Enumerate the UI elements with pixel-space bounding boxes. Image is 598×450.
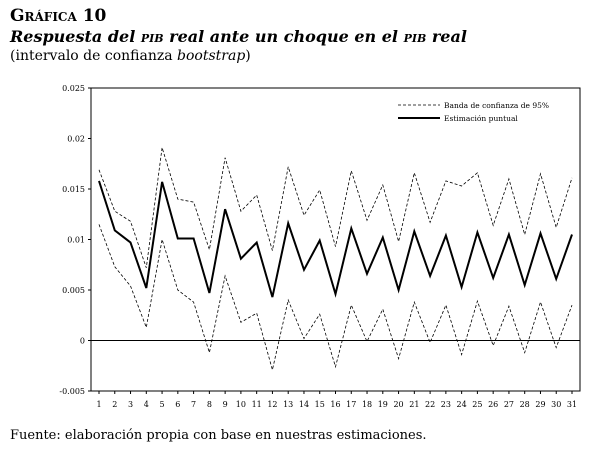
x-tick-label: 3 <box>128 400 133 409</box>
chart-heading: Gráfica 10 Respuesta del pib real ante u… <box>10 6 467 66</box>
x-tick-label: 6 <box>175 400 180 409</box>
x-tick-label: 12 <box>267 400 277 409</box>
y-tick-label: 0.02 <box>67 135 85 144</box>
x-tick-label: 4 <box>144 400 149 409</box>
title-part-acronym: pib <box>140 27 164 46</box>
band-lower-line <box>98 224 573 370</box>
chart-subtitle: (intervalo de confianza bootstrap) <box>10 47 467 66</box>
x-tick-label: 14 <box>299 400 309 409</box>
x-tick-label: 17 <box>346 400 356 409</box>
x-tick-label: 27 <box>504 400 514 409</box>
y-tick-label: 0.025 <box>62 84 85 93</box>
chart-legend: Banda de confianza de 95% Estimación punt… <box>398 101 549 123</box>
y-tick-label: -0.005 <box>59 387 85 396</box>
x-tick-label: 11 <box>252 400 262 409</box>
subtitle-close: ) <box>245 48 251 64</box>
x-tick-label: 26 <box>488 400 498 409</box>
x-tick-label: 21 <box>409 400 419 409</box>
y-tick-label: 0.015 <box>62 185 85 194</box>
x-tick-label: 15 <box>315 400 325 409</box>
x-tick-label: 1 <box>96 400 101 409</box>
x-tick-label: 29 <box>535 400 545 409</box>
x-tick-label: 18 <box>362 400 372 409</box>
band-upper-line <box>98 147 573 268</box>
legend-band-label: Banda de confianza de 95% <box>444 101 549 110</box>
x-tick-label: 24 <box>457 400 467 409</box>
point-estimate-line <box>98 180 573 298</box>
x-tick-label: 20 <box>393 400 403 409</box>
x-tick-label: 2 <box>112 400 117 409</box>
x-tick-label: 9 <box>223 400 228 409</box>
x-tick-label: 16 <box>330 400 340 409</box>
x-tick-label: 5 <box>160 400 165 409</box>
legend-point-label: Estimación puntual <box>444 114 518 123</box>
x-tick-label: 7 <box>191 400 196 409</box>
subtitle-open: (intervalo de confianza <box>10 48 178 64</box>
title-part: Respuesta del <box>10 27 141 46</box>
x-tick-label: 13 <box>283 400 293 409</box>
subtitle-italic: bootstrap <box>177 48 246 64</box>
title-part-acronym: pib <box>403 27 427 46</box>
title-part: real <box>426 27 467 46</box>
x-tick-label: 8 <box>207 400 212 409</box>
title-part: real ante un choque en el <box>163 27 404 46</box>
chart-title: Respuesta del pib real ante un choque en… <box>10 27 467 47</box>
y-tick-label: 0 <box>80 337 85 346</box>
x-tick-label: 31 <box>567 400 577 409</box>
y-tick-label: 0.01 <box>67 236 85 245</box>
x-tick-label: 19 <box>378 400 388 409</box>
x-tick-label: 28 <box>520 400 530 409</box>
x-tick-label: 22 <box>425 400 435 409</box>
x-tick-label: 23 <box>441 400 451 409</box>
source-note: Fuente: elaboración propia con base en n… <box>10 428 427 443</box>
y-tick-label: 0.005 <box>62 286 85 295</box>
x-tick-label: 10 <box>236 400 246 409</box>
chart-series-layer <box>98 147 573 370</box>
x-tick-label: 25 <box>472 400 482 409</box>
figure-label: Gráfica 10 <box>10 6 107 26</box>
x-tick-label: 30 <box>551 400 561 409</box>
